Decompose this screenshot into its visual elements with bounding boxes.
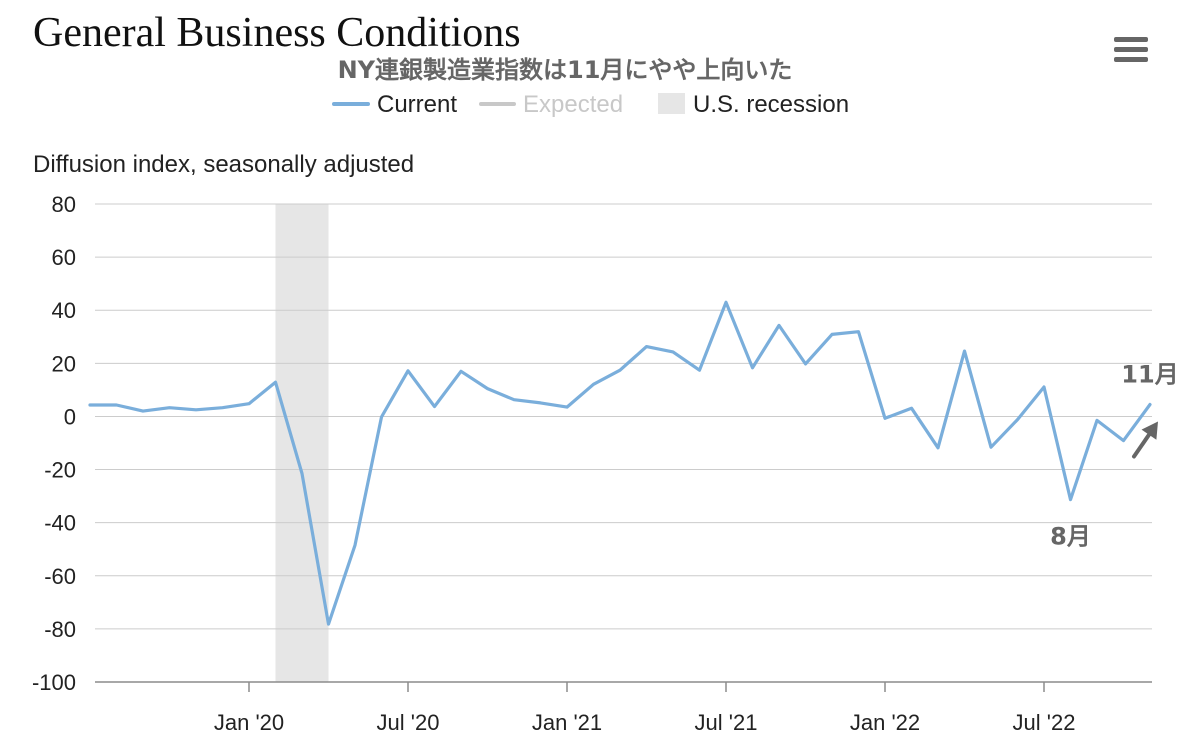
- y-axis-ticks: 80 60 40 20 0 -20 -40 -60 -80 -100: [32, 192, 76, 695]
- y-tick-label: -100: [32, 670, 76, 695]
- legend-expected-label: Expected: [523, 91, 623, 118]
- y-tick-label: -60: [44, 564, 76, 589]
- annotation-label: 11月: [1121, 360, 1178, 388]
- annotations: 8月 11月: [1050, 360, 1179, 550]
- y-tick-label: 60: [52, 245, 76, 270]
- legend-item-current[interactable]: Current: [332, 91, 457, 118]
- hamburger-menu-icon[interactable]: [1100, 26, 1160, 74]
- legend-current-label: Current: [377, 91, 457, 118]
- legend-recession-label: U.S. recession: [693, 91, 849, 118]
- legend-item-recession[interactable]: U.S. recession: [658, 91, 849, 118]
- series-line-current: [88, 300, 1152, 626]
- x-tick-label: Jul '22: [1013, 710, 1076, 735]
- x-tick-label: Jan '21: [532, 710, 602, 735]
- chart-subtitle: NY連銀製造業指数は11月にやや上向いた: [338, 56, 793, 84]
- y-tick-label: 40: [52, 298, 76, 323]
- y-tick-label: -80: [44, 617, 76, 642]
- recession-band: [275, 204, 329, 682]
- x-tick-label: Jan '22: [850, 710, 920, 735]
- x-tick-label: Jul '21: [695, 710, 758, 735]
- recession-band-layer: [275, 204, 329, 682]
- gridlines: [95, 203, 1152, 683]
- legend-item-expected[interactable]: Expected: [479, 91, 623, 118]
- y-tick-label: 0: [64, 404, 76, 429]
- legend-recession-swatch: [658, 93, 685, 114]
- x-axis-ticks: Jan '20 Jul '20 Jan '21 Jul '21 Jan '22 Jul '…: [214, 682, 1076, 735]
- y-tick-label: -20: [44, 458, 76, 483]
- annotation-label: 8月: [1050, 523, 1091, 551]
- annotation-arrow-head: [1141, 421, 1158, 440]
- chart-title: General Business Conditions: [33, 10, 521, 56]
- y-tick-label: 20: [52, 351, 76, 376]
- point-layer: [87, 299, 1153, 627]
- y-axis-title: Diffusion index, seasonally adjusted: [33, 151, 414, 178]
- series-layer: [88, 300, 1152, 626]
- x-tick-label: Jan '20: [214, 710, 284, 735]
- x-tick-label: Jul '20: [377, 710, 440, 735]
- y-tick-label: -40: [44, 511, 76, 536]
- y-tick-label: 80: [52, 192, 76, 217]
- legend: Current Expected U.S. recession: [332, 91, 849, 118]
